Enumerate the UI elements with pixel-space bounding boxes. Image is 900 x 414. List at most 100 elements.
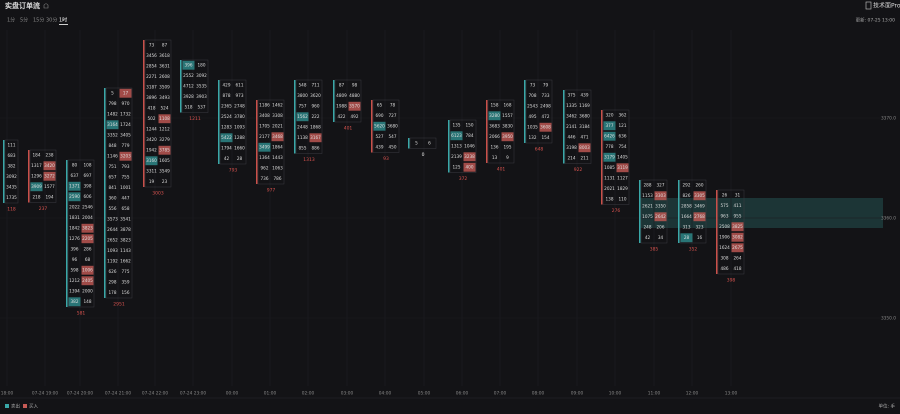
cell-highlight: [220, 133, 233, 143]
cell-value: 486: [721, 266, 729, 271]
cell-value: 360: [109, 195, 117, 200]
cell-highlight: [258, 142, 271, 152]
cell-value: 502: [148, 116, 156, 121]
cell-value: 1169: [579, 103, 590, 108]
cell-value: 1364: [259, 155, 270, 160]
cell-highlight: [68, 181, 81, 191]
cell-value: 3167: [310, 135, 321, 140]
delta: 977: [267, 188, 276, 194]
cell-value: 31: [735, 192, 741, 197]
cell-value: 80: [72, 162, 78, 167]
candle-body: [180, 60, 182, 113]
cell-value: 3350: [655, 203, 666, 208]
cluster-frame: [372, 99, 400, 153]
cell-value: 158: [491, 102, 499, 107]
cell-value: 1662: [120, 258, 131, 263]
cell-value: 518: [185, 104, 193, 109]
cell-value: 396: [185, 62, 193, 67]
cell-value: 2524: [221, 114, 232, 119]
cell-highlight: [43, 161, 56, 171]
tab[interactable]: 15分: [33, 17, 44, 24]
cell-value: 323: [696, 224, 704, 229]
cell-value: 3570: [349, 103, 360, 108]
cell-highlight: [539, 122, 552, 132]
cell-value: 786: [274, 176, 282, 181]
cell-value: 3164: [107, 122, 118, 127]
title: 实盘订单流: [5, 1, 40, 10]
cell-highlight: [145, 156, 158, 166]
cell-highlight: [731, 222, 744, 232]
cell-value: 298: [109, 279, 117, 284]
cell-value: 548: [299, 82, 307, 87]
cell-value: 78: [390, 102, 396, 107]
delta: 2951: [113, 302, 125, 308]
cell-value: 211: [581, 155, 589, 160]
cell-value: 963: [721, 213, 729, 218]
cell-value: 87: [339, 82, 345, 87]
cell-value: 1153: [642, 193, 653, 198]
cell-value: 1942: [146, 147, 157, 152]
tab[interactable]: 1分: [7, 17, 15, 24]
cell-value: 962: [261, 165, 269, 170]
cluster-frame: [67, 159, 95, 308]
x-label: 03:00: [341, 391, 354, 397]
candle-body: [716, 190, 718, 274]
cell-value: 1296: [31, 173, 42, 178]
cell-value: 3535: [196, 83, 207, 88]
cell-value: 327: [657, 182, 665, 187]
cell-value: 2543: [527, 103, 538, 108]
cell-value: 3780: [234, 114, 245, 119]
cell-value: 79: [543, 82, 549, 87]
legend-swatch: [23, 404, 27, 408]
cell-value: 3305: [694, 193, 705, 198]
tab[interactable]: 5分: [20, 17, 28, 24]
cell-highlight: [81, 223, 94, 233]
tab[interactable]: 30分: [46, 17, 57, 24]
cell-highlight: [158, 114, 171, 124]
cell-value: 3830: [502, 123, 513, 128]
delta: 401: [344, 126, 353, 132]
candle-body: [448, 120, 450, 173]
cell-value: 3823: [82, 225, 93, 230]
cell-highlight: [271, 132, 284, 142]
x-label: 07-24 23:00: [180, 391, 207, 397]
unit: 单位: 手: [879, 403, 896, 410]
cell-value: 1212: [159, 126, 170, 131]
cell-value: 3280: [489, 113, 500, 118]
cluster-frame: [29, 149, 57, 203]
cell-value: 1705: [259, 123, 270, 128]
cell-highlight: [81, 265, 94, 275]
cell-value: 1192: [107, 258, 118, 263]
cell-highlight: [463, 162, 476, 172]
cell-value: 3680: [387, 123, 398, 128]
cell-value: 446: [568, 134, 576, 139]
cell-value: 19: [149, 179, 155, 184]
delta: 581: [77, 311, 86, 317]
cell-value: 238: [46, 152, 54, 157]
info-icon[interactable]: [33, 3, 39, 9]
cell-value: 611: [236, 82, 244, 87]
cell-value: 248: [644, 224, 652, 229]
cell-highlight: [680, 233, 693, 243]
cell-value: 3405: [120, 132, 131, 137]
cell-value: 855: [299, 145, 307, 150]
cell-highlight: [731, 243, 744, 253]
cell-value: 260: [696, 182, 704, 187]
cell-highlight: [731, 232, 744, 242]
cluster-frame: [105, 87, 133, 299]
cell-highlight: [463, 152, 476, 162]
cell-value: 2621: [642, 203, 653, 208]
cluster-frame: [295, 79, 323, 154]
cell-value: 2552: [183, 73, 194, 78]
cell-value: 375: [568, 92, 576, 97]
bell-icon[interactable]: [43, 3, 49, 9]
cell-value: 121: [619, 123, 627, 128]
cell-value: 400: [466, 164, 474, 169]
cell-value: 3238: [464, 154, 475, 159]
delta: 3003: [152, 191, 164, 197]
cell-value: 264: [734, 255, 742, 260]
tab[interactable]: 1时: [59, 17, 67, 24]
cell-highlight: [81, 234, 94, 244]
cluster-frame: [181, 59, 209, 113]
candle-body: [563, 90, 565, 164]
